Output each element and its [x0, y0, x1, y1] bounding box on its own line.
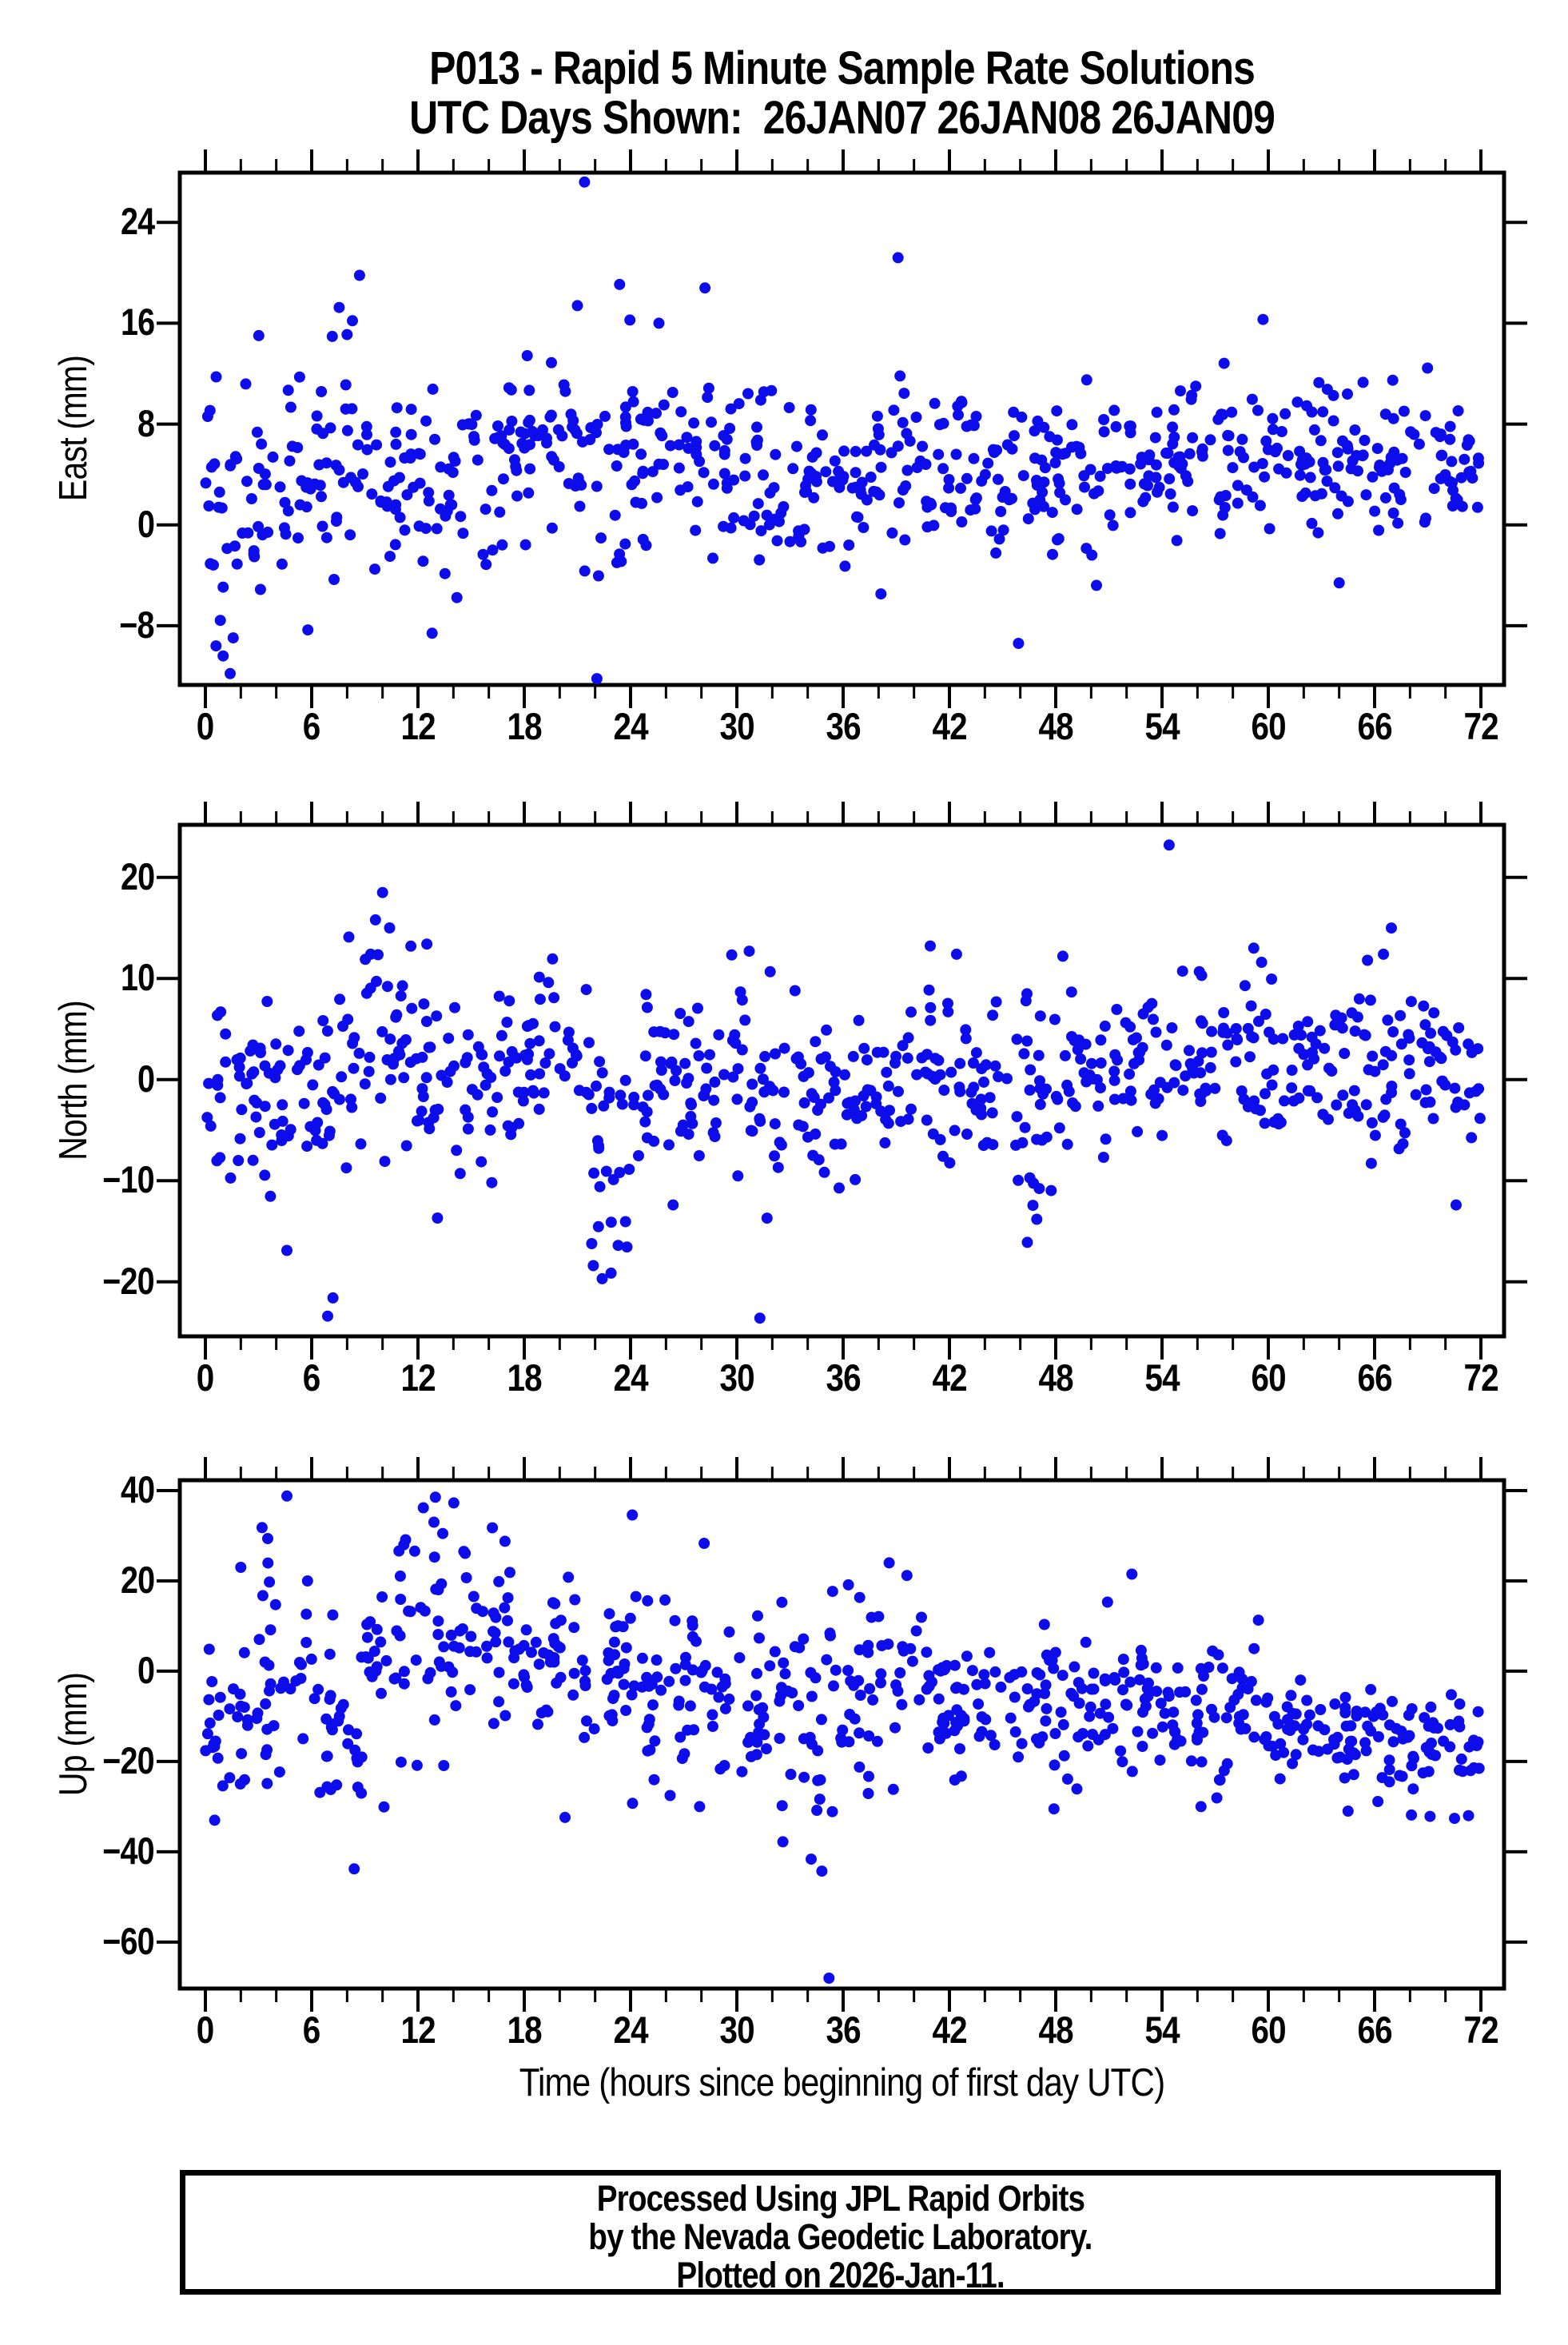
x-tick-label: 24: [613, 705, 648, 747]
x-tick-label: 30: [719, 1356, 754, 1399]
panel-up: [157, 1457, 1527, 2012]
scatter-points-north: [201, 839, 1486, 1324]
x-tick-label: 0: [197, 2009, 214, 2051]
y-tick-label: 8: [137, 401, 155, 444]
panel-north: [157, 802, 1527, 1360]
x-tick-label: 24: [613, 1356, 648, 1399]
x-tick-label: 12: [400, 1356, 436, 1399]
x-tick-label: 54: [1144, 2009, 1180, 2051]
y-tick-label: 0: [137, 1648, 155, 1691]
x-tick-label: 72: [1463, 1356, 1498, 1399]
x-tick-label: 18: [507, 1356, 542, 1399]
x-tick-label: 12: [400, 705, 436, 747]
x-tick-label: 12: [400, 2009, 436, 2051]
y-tick-label: −20: [102, 1259, 155, 1302]
x-tick-label: 54: [1144, 1356, 1180, 1399]
figure-title-text: P013 - Rapid 5 Minute Sample Rate Soluti…: [429, 42, 1256, 94]
x-tick-label: 36: [826, 705, 861, 747]
x-tick-label: 6: [303, 1356, 320, 1399]
scatter-points-up: [200, 1490, 1485, 1984]
x-tick-label: 72: [1463, 2009, 1498, 2051]
x-tick-label: 0: [197, 705, 214, 747]
x-tick-label: 30: [719, 705, 754, 747]
x-tick-label: 24: [613, 2009, 648, 2051]
x-tick-label: 48: [1038, 2009, 1073, 2051]
north-plot-frame: [177, 822, 1506, 1339]
x-axis-title: Time (hours since beginning of first day…: [519, 2061, 1165, 2104]
scatter-points-east: [200, 176, 1485, 685]
y-tick-label: 40: [120, 1467, 155, 1511]
x-tick-label: 60: [1251, 705, 1286, 747]
x-tick-label: 66: [1357, 705, 1392, 747]
panel-east: [157, 149, 1527, 708]
footer-line-1: Processed Using JPL Rapid Orbits: [596, 2178, 1084, 2219]
footer-line-3: Plotted on 2026-Jan-11.: [676, 2255, 1005, 2295]
x-tick-label: 36: [826, 2009, 861, 2051]
figure-title: P013 - Rapid 5 Minute Sample Rate Soluti…: [180, 42, 1504, 95]
x-tick-label: 42: [932, 1356, 967, 1399]
x-tick-label: 18: [507, 2009, 542, 2051]
figure-subtitle: UTC Days Shown: 26JAN07 26JAN08 26JAN09: [180, 91, 1504, 145]
y-tick-label: 24: [120, 200, 155, 243]
y-tick-label: −8: [119, 603, 155, 646]
footer-line-2: by the Nevada Geodetic Laboratory.: [588, 2216, 1092, 2257]
x-tick-label: 60: [1251, 2009, 1286, 2051]
x-tick-label: 54: [1144, 705, 1180, 747]
x-tick-label: 72: [1463, 705, 1498, 747]
y-tick-label: −40: [102, 1829, 155, 1872]
x-tick-label: 30: [719, 2009, 754, 2051]
y-tick-label: −20: [102, 1738, 155, 1782]
y-tick-label: 20: [120, 854, 155, 898]
x-tick-label: 6: [303, 2009, 320, 2051]
x-tick-label: 42: [932, 705, 967, 747]
x-tick-label: 48: [1038, 705, 1073, 747]
y-tick-label: −10: [102, 1158, 155, 1201]
footer-box: Processed Using JPL Rapid Orbits by the …: [180, 2170, 1501, 2295]
x-tick-label: 66: [1357, 2009, 1392, 2051]
x-tick-label: 48: [1038, 1356, 1073, 1399]
x-tick-label: 60: [1251, 1356, 1286, 1399]
x-tick-label: 36: [826, 1356, 861, 1399]
y-tick-label: 16: [120, 301, 155, 344]
east-plot-frame: [177, 170, 1506, 687]
up-plot-frame: [177, 1478, 1506, 1991]
y-tick-label: 0: [137, 1057, 155, 1100]
y-tick-label: −60: [102, 1919, 155, 1962]
x-tick-label: 6: [303, 705, 320, 747]
x-tick-label: 66: [1357, 1356, 1392, 1399]
x-tick-label: 18: [507, 705, 542, 747]
y-tick-label: 10: [120, 956, 155, 999]
x-tick-label: 42: [932, 2009, 967, 2051]
figure-subtitle-text: UTC Days Shown: 26JAN07 26JAN08 26JAN09: [409, 92, 1275, 144]
y-tick-label: 20: [120, 1558, 155, 1601]
y-tick-label: 0: [137, 502, 155, 545]
x-tick-label: 0: [197, 1356, 214, 1399]
